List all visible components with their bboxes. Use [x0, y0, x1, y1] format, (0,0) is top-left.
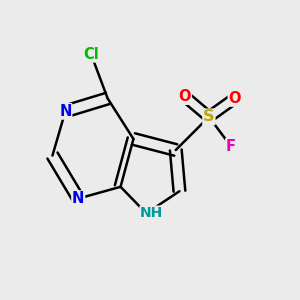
- Text: N: N: [59, 104, 71, 119]
- Text: Cl: Cl: [83, 47, 99, 62]
- Text: S: S: [203, 110, 214, 124]
- Text: O: O: [179, 89, 191, 104]
- Text: F: F: [226, 139, 236, 154]
- Text: NH: NH: [140, 206, 164, 220]
- Text: N: N: [72, 191, 84, 206]
- Text: O: O: [228, 91, 241, 106]
